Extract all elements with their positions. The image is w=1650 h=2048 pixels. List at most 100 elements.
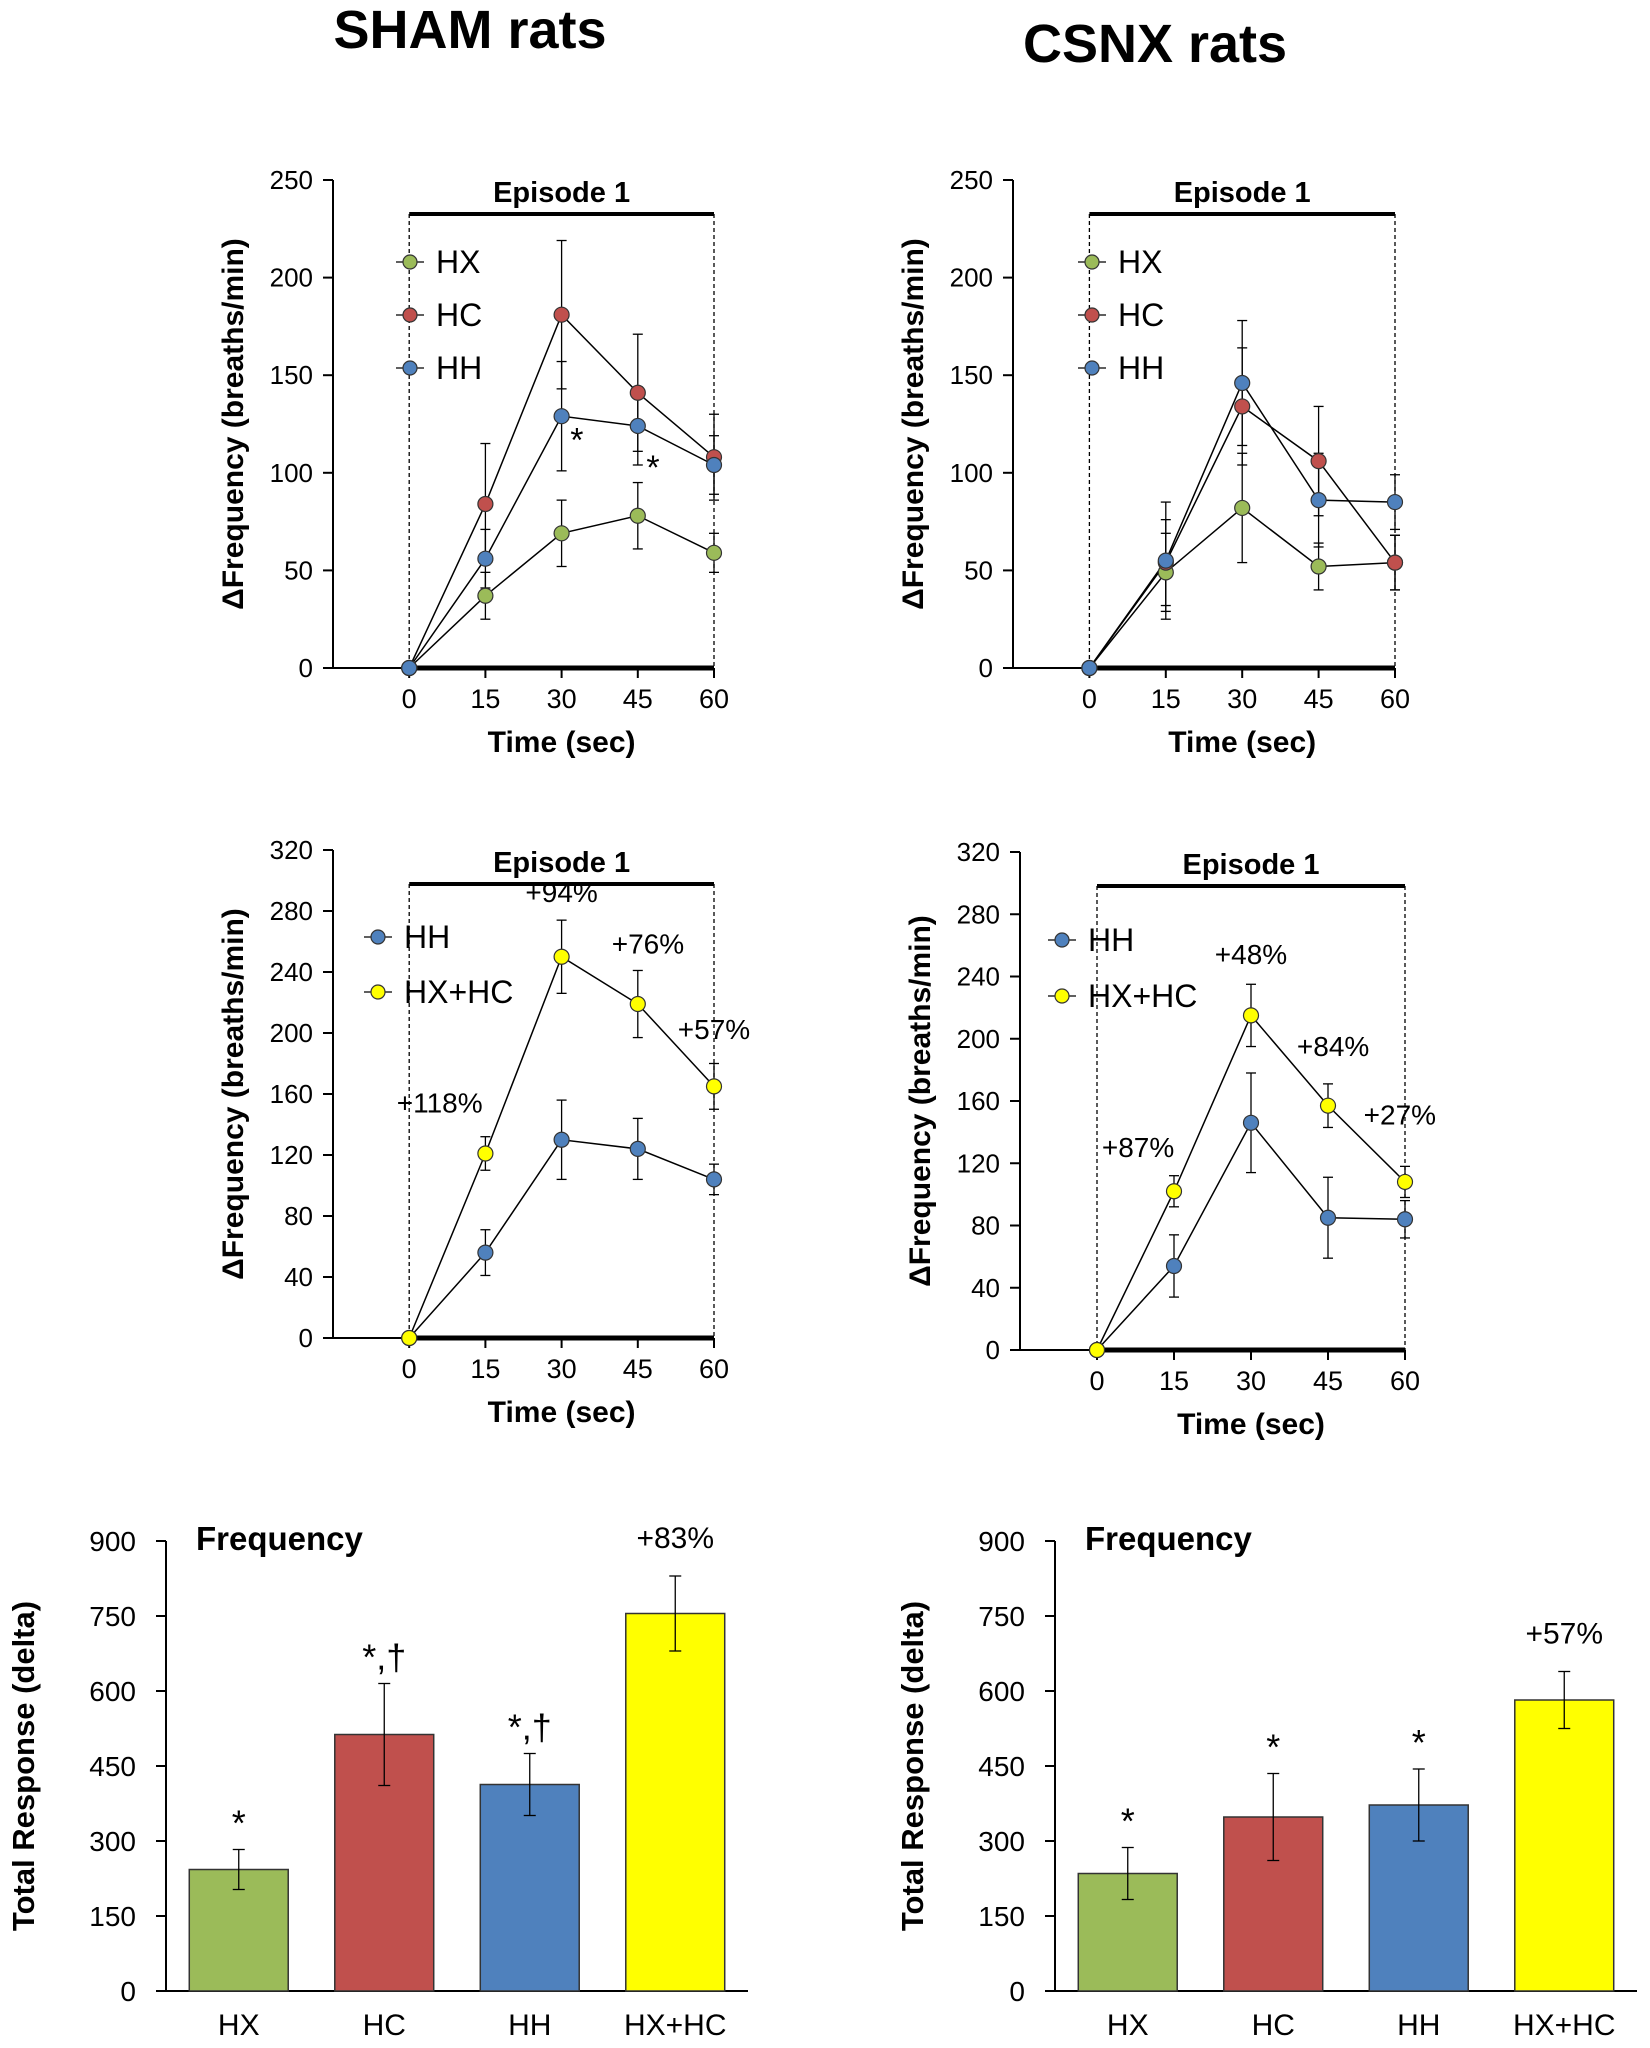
- y-tick-label: 0: [1009, 1976, 1025, 2007]
- legend-label-hh: HH: [404, 919, 450, 955]
- x-axis-label: Time (sec): [488, 1396, 636, 1429]
- y-tick-label: 200: [270, 1018, 313, 1048]
- y-tick-label: 120: [957, 1148, 1000, 1178]
- legend-marker-hh: [1054, 932, 1070, 948]
- y-tick-label: 450: [978, 1751, 1025, 1782]
- data-point-hc: [1310, 452, 1327, 470]
- y-tick-label: 200: [950, 263, 993, 293]
- chart-title: Frequency: [1085, 1520, 1253, 1557]
- x-tick-label: 60: [699, 1354, 729, 1384]
- y-tick-label: 150: [950, 360, 993, 390]
- significance-marker: *: [646, 449, 659, 487]
- x-category-label: HX: [218, 2009, 260, 2042]
- percent-annotation: +48%: [1215, 939, 1287, 970]
- y-tick-label: 50: [284, 555, 313, 585]
- data-point-hh: [705, 1171, 723, 1188]
- data-point-hh: [1310, 492, 1327, 509]
- episode-label: Episode 1: [493, 177, 630, 209]
- data-point-hh: [1157, 552, 1174, 569]
- legend-label-hc: HC: [1118, 297, 1164, 333]
- x-axis-label: Time (sec): [1168, 726, 1316, 759]
- x-category-label: HX+HC: [1513, 2009, 1616, 2042]
- data-point-hh: [1386, 493, 1404, 511]
- y-tick-label: 150: [270, 360, 313, 390]
- data-point-hh: [1234, 374, 1251, 392]
- legend-marker-hc: [402, 307, 418, 323]
- percent-annotation: +27%: [1364, 1099, 1436, 1130]
- chart-sham-mid: 0 40 80 120 160 200 240 280 320 0 15 30 45 60 Time (se…: [217, 835, 750, 1429]
- legend-marker-hh: [1084, 360, 1100, 376]
- legend-label-hh: HH: [1088, 922, 1134, 958]
- x-tick-label: 45: [623, 684, 653, 714]
- data-point-hx: [629, 507, 646, 524]
- data-point-hh: [1396, 1211, 1414, 1228]
- y-tick-label: 0: [986, 1335, 1000, 1365]
- chart-sham-top: 0 50 100 150 200 250 0 15 30 45 60 Time (sec) ΔFrequ…: [217, 165, 729, 759]
- bar-hh: [479, 1783, 580, 1992]
- y-tick-label: 200: [957, 1024, 1000, 1054]
- y-tick-label: 160: [270, 1079, 313, 1109]
- data-point-hh: [477, 550, 494, 567]
- y-tick-label: 0: [979, 653, 993, 683]
- data-point-hxhc: [1242, 1007, 1260, 1024]
- x-tick-label: 15: [1159, 1366, 1189, 1396]
- bar-hxhc: [625, 1612, 726, 1992]
- x-tick-label: 45: [1313, 1366, 1343, 1396]
- data-point-hc: [629, 384, 646, 401]
- x-tick-label: 15: [1151, 684, 1181, 714]
- data-point-hx: [1234, 499, 1251, 517]
- legend-label-hx: HX: [436, 244, 480, 280]
- y-tick-label: 0: [299, 1323, 313, 1353]
- chart-csnx-bar: 0 150 300 450 600 750 900 Total Response (delta…: [895, 1520, 1637, 2042]
- y-tick-label: 750: [89, 1601, 136, 1632]
- column-title-right: CSNX rats: [1023, 14, 1287, 74]
- data-point-hh: [553, 408, 570, 425]
- x-tick-label: 30: [1227, 684, 1257, 714]
- legend-label-hh: HH: [436, 350, 482, 386]
- percent-annotation: +76%: [612, 929, 684, 960]
- data-point-hx: [553, 525, 570, 542]
- y-tick-label: 300: [978, 1826, 1025, 1857]
- y-tick-label: 600: [89, 1676, 136, 1707]
- x-tick-label: 0: [1082, 684, 1097, 714]
- legend-label-hxhc: HX+HC: [1088, 978, 1197, 1014]
- percent-annotation: +118%: [397, 1087, 483, 1118]
- y-tick-label: 750: [978, 1601, 1025, 1632]
- legend-marker-hx: [1084, 254, 1100, 270]
- y-axis-label: ΔFrequency (breaths/min): [904, 915, 937, 1287]
- x-tick-label: 15: [470, 1354, 500, 1384]
- y-tick-label: 40: [284, 1262, 313, 1292]
- significance-marker: *,†: [508, 1707, 552, 1748]
- significance-marker: *: [1121, 1801, 1135, 1842]
- significance-marker: *: [1266, 1727, 1280, 1768]
- significance-marker: *,†: [362, 1637, 406, 1678]
- y-tick-label: 40: [971, 1273, 1000, 1303]
- y-tick-label: 150: [89, 1901, 136, 1932]
- significance-marker: *: [570, 422, 583, 460]
- episode-label: Episode 1: [1183, 849, 1320, 881]
- data-point-hh: [553, 1131, 570, 1148]
- data-point-hc: [1234, 398, 1251, 415]
- y-tick-label: 80: [971, 1211, 1000, 1241]
- y-tick-label: 320: [957, 837, 1000, 867]
- data-point-hh: [629, 417, 646, 435]
- percent-annotation: +84%: [1297, 1031, 1369, 1062]
- percent-annotation: +57%: [678, 1014, 750, 1045]
- y-tick-label: 0: [120, 1976, 136, 2007]
- data-point-hxhc: [1088, 1341, 1106, 1359]
- percent-annotation: +94%: [525, 877, 597, 908]
- y-tick-label: 240: [270, 957, 313, 987]
- x-category-label: HH: [1397, 2009, 1440, 2042]
- x-tick-label: 15: [470, 684, 500, 714]
- y-tick-label: 150: [978, 1901, 1025, 1932]
- data-point-hh: [1081, 659, 1098, 677]
- y-tick-label: 900: [89, 1526, 136, 1557]
- data-point-hxhc: [477, 1145, 494, 1162]
- data-point-hh: [1242, 1114, 1260, 1131]
- column-title-left: SHAM rats: [333, 0, 606, 60]
- legend-marker-hc: [1084, 307, 1100, 323]
- x-tick-label: 0: [1089, 1366, 1104, 1396]
- x-tick-label: 30: [1236, 1366, 1266, 1396]
- y-tick-label: 300: [89, 1826, 136, 1857]
- x-tick-label: 60: [699, 684, 729, 714]
